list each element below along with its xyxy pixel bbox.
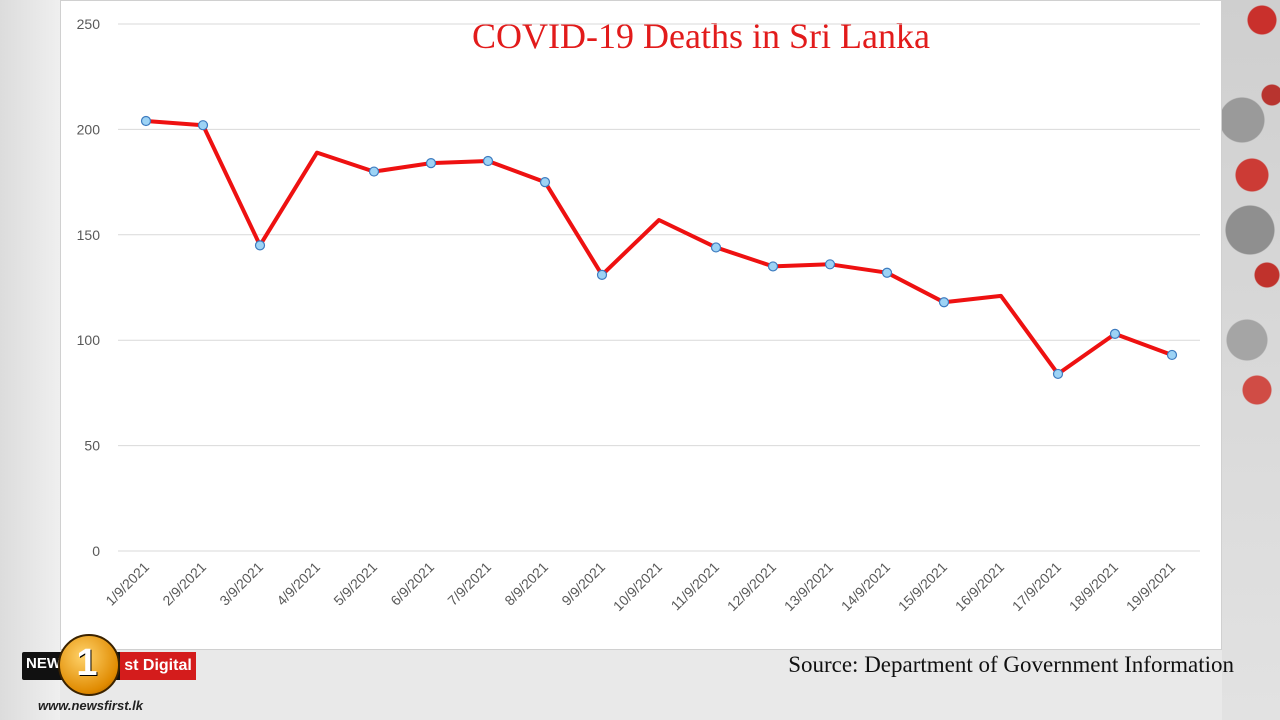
y-tick-label: 250	[77, 16, 101, 32]
x-tick-label: 1/9/2021	[102, 559, 152, 609]
chart-panel: COVID-19 Deaths in Sri Lanka	[60, 0, 1222, 650]
y-tick-label: 200	[77, 121, 101, 137]
x-tick-label: 3/9/2021	[216, 559, 266, 609]
logo-digital-text: st Digital	[120, 652, 196, 680]
x-axis: 1/9/2021 2/9/2021 3/9/2021 4/9/2021 5/9/2021…	[102, 559, 1178, 615]
x-tick-label: 14/9/2021	[838, 559, 894, 615]
logo-url: www.newsfirst.lk	[38, 698, 143, 713]
x-tick-label: 10/9/2021	[610, 559, 666, 615]
data-point-11/9/2021	[710, 242, 722, 253]
data-point-5/9/2021	[368, 166, 380, 177]
line-chart: 0 50 100 150 200 250 1/9/2021 2/9/2021 3/9/2021…	[77, 16, 1200, 615]
y-tick-label: 150	[77, 227, 101, 243]
x-tick-label: 6/9/2021	[387, 559, 437, 609]
data-point-14/9/2021	[881, 267, 893, 278]
x-tick-label: 17/9/2021	[1009, 559, 1065, 615]
data-markers	[140, 115, 1178, 380]
gridlines	[118, 23, 1200, 552]
logo-one-text: 1	[76, 642, 98, 684]
x-tick-label: 16/9/2021	[952, 559, 1008, 615]
data-point-19/9/2021	[1166, 349, 1178, 361]
data-point-8/9/2021	[539, 177, 551, 188]
data-point-9/9/2021	[596, 269, 608, 280]
x-tick-label: 7/9/2021	[444, 559, 494, 609]
data-point-1/9/2021	[140, 115, 152, 127]
x-tick-label: 2/9/2021	[159, 559, 209, 609]
y-tick-label: 100	[77, 332, 101, 348]
x-tick-label: 5/9/2021	[330, 559, 380, 609]
chart-title: COVID-19 Deaths in Sri Lanka	[472, 16, 930, 56]
background-virus-image	[1222, 0, 1280, 720]
x-tick-label: 15/9/2021	[895, 559, 951, 615]
deaths-series-line	[145, 119, 1173, 376]
data-point-18/9/2021	[1109, 328, 1121, 339]
y-tick-label: 0	[92, 543, 100, 559]
data-point-15/9/2021	[938, 297, 950, 308]
data-point-12/9/2021	[767, 261, 779, 272]
x-tick-label: 19/9/2021	[1123, 559, 1179, 615]
data-point-3/9/2021	[254, 240, 266, 251]
y-axis: 0 50 100 150 200 250	[77, 16, 101, 559]
x-tick-label: 12/9/2021	[724, 559, 780, 615]
background-left	[0, 0, 60, 720]
x-tick-label: 11/9/2021	[667, 559, 722, 614]
x-tick-label: 8/9/2021	[501, 559, 551, 609]
y-tick-label: 50	[84, 438, 100, 454]
x-tick-label: 9/9/2021	[558, 559, 608, 609]
data-point-7/9/2021	[482, 155, 494, 167]
newsfirst-logo: NEWS 1 st Digital www.newsfirst.lk	[20, 632, 220, 718]
data-point-17/9/2021	[1052, 368, 1064, 380]
data-point-6/9/2021	[425, 158, 437, 169]
x-tick-label: 18/9/2021	[1066, 559, 1122, 615]
data-point-13/9/2021	[824, 259, 836, 270]
logo-emblem	[58, 634, 120, 696]
x-tick-label: 13/9/2021	[781, 559, 837, 615]
source-caption: Source: Department of Government Informa…	[788, 652, 1234, 677]
data-point-2/9/2021	[197, 120, 209, 131]
x-tick-label: 4/9/2021	[273, 559, 323, 609]
